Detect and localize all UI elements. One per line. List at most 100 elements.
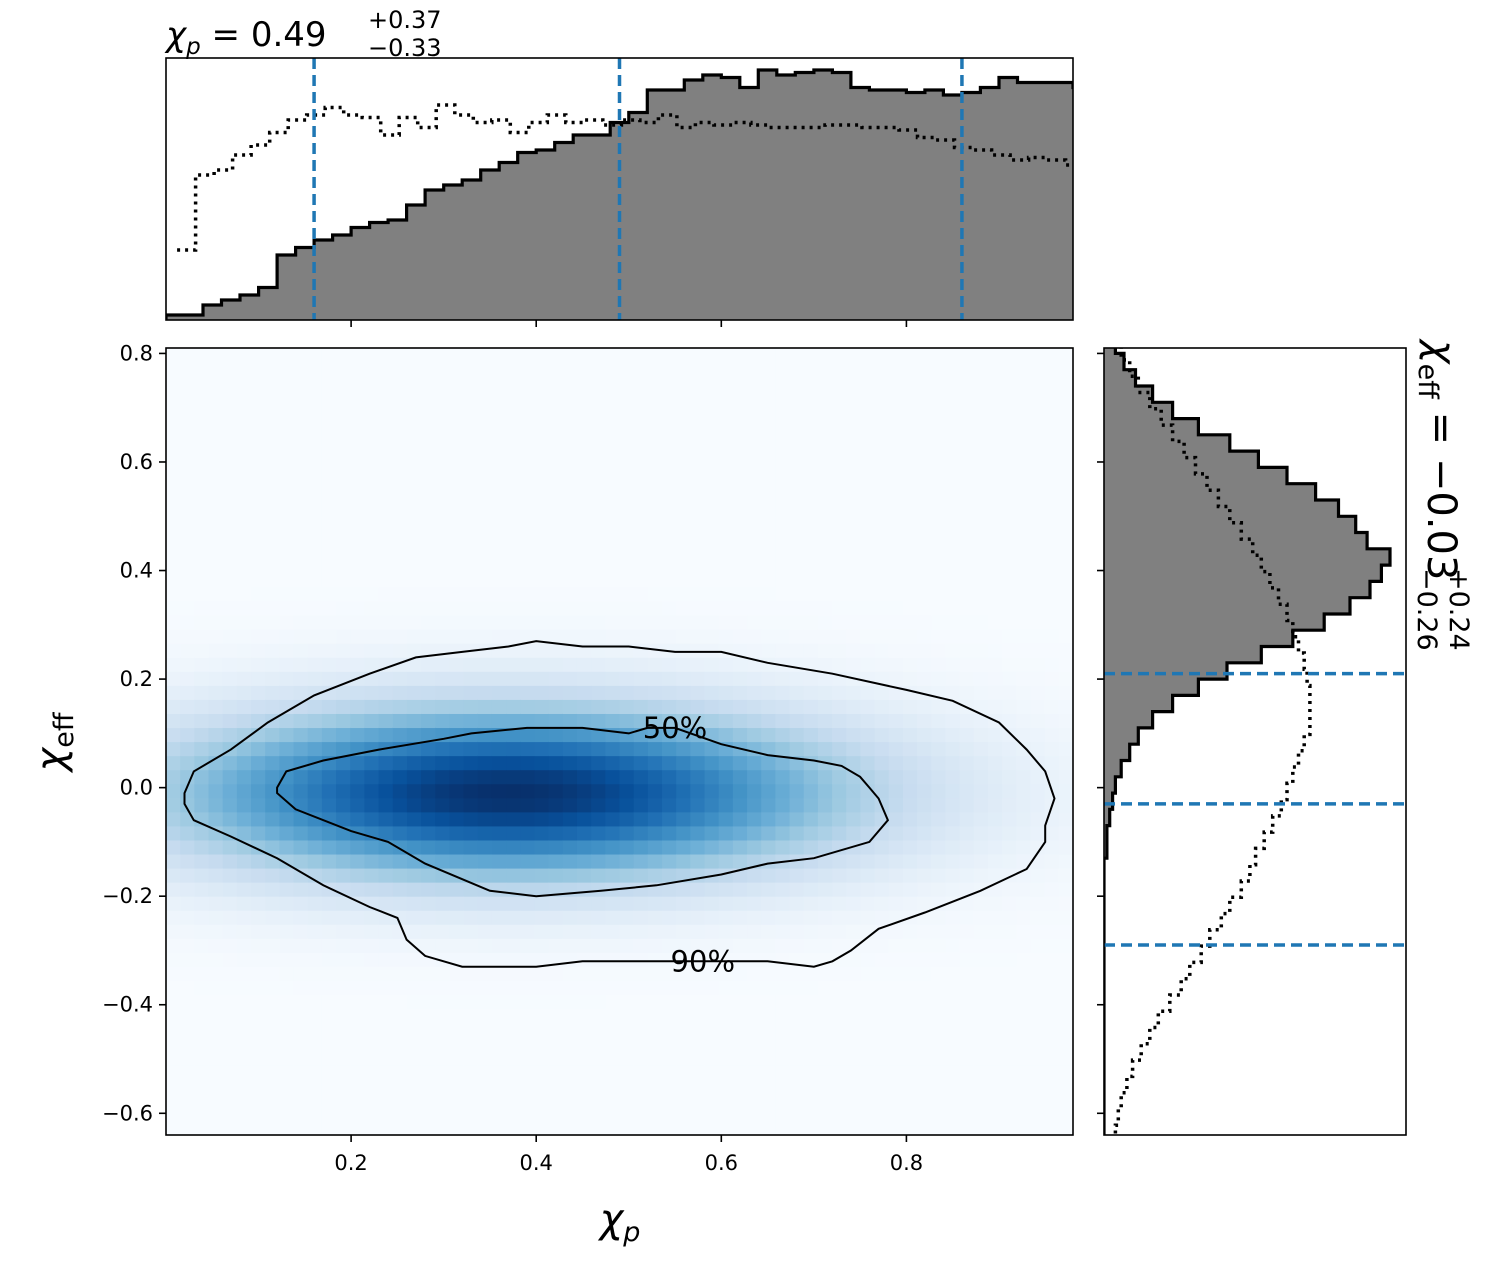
heatmap-cell: [435, 460, 451, 476]
heatmap-cell: [222, 502, 238, 518]
heatmap-cell: [463, 474, 479, 490]
heatmap-cell: [1044, 1008, 1060, 1024]
heatmap-cell: [194, 530, 210, 546]
heatmap-cell: [633, 685, 649, 700]
heatmap-cell: [321, 488, 337, 504]
heatmap-cell: [364, 544, 380, 560]
heatmap-cell: [236, 615, 252, 630]
heatmap-cell: [392, 348, 408, 363]
heatmap-cell: [477, 825, 493, 841]
heatmap-cell: [336, 376, 351, 391]
heatmap-cell: [647, 699, 663, 714]
heatmap-cell: [605, 783, 621, 799]
heatmap-cell: [817, 586, 833, 602]
heatmap-cell: [562, 1036, 578, 1052]
heatmap-cell: [265, 882, 280, 897]
heatmap-cell: [888, 600, 904, 616]
contour-label: 50%: [643, 711, 707, 745]
heatmap-cell: [647, 586, 663, 602]
heatmap-cell: [378, 1022, 394, 1038]
heatmap-cell: [562, 797, 578, 813]
heatmap-cell: [576, 882, 592, 897]
heatmap-cell: [676, 966, 691, 982]
heatmap-cell: [251, 1036, 266, 1052]
heatmap-cell: [605, 530, 621, 546]
heatmap-cell: [307, 600, 323, 616]
heatmap-cell: [633, 769, 649, 785]
heatmap-cell: [987, 910, 1003, 925]
heatmap-cell: [463, 1106, 479, 1122]
heatmap-cell: [449, 825, 465, 841]
heatmap-cell: [279, 516, 295, 532]
heatmap-cell: [491, 1050, 507, 1066]
heatmap-cell: [562, 530, 578, 546]
heatmap-cell: [208, 727, 224, 743]
heatmap-cell: [832, 488, 847, 504]
heatmap-cell: [463, 671, 479, 686]
heatmap-cell: [1030, 896, 1046, 911]
heatmap-cell: [208, 1092, 224, 1108]
heatmap-cell: [647, 910, 663, 925]
heatmap-cell: [874, 530, 890, 546]
heatmap-cell: [222, 488, 238, 504]
heatmap-cell: [222, 516, 238, 532]
heatmap-cell: [917, 853, 932, 869]
heatmap-cell: [1058, 615, 1073, 630]
heatmap-cell: [945, 348, 961, 363]
heatmap-cell: [718, 1064, 734, 1080]
heatmap-cell: [520, 558, 536, 574]
heatmap-cell: [449, 811, 465, 827]
heatmap-cell: [364, 460, 380, 476]
heatmap-cell: [747, 502, 762, 518]
heatmap-cell: [917, 699, 932, 714]
heatmap-cell: [449, 671, 465, 686]
heatmap-cell: [392, 474, 408, 490]
heatmap-cell: [350, 1050, 366, 1066]
heatmap-cell: [279, 1036, 295, 1052]
heatmap-cell: [392, 404, 408, 419]
heatmap-cell: [477, 980, 493, 996]
heatmap-cell: [180, 727, 195, 743]
heatmap-cell: [817, 643, 833, 658]
heatmap-cell: [747, 952, 762, 967]
heatmap-cell: [846, 432, 862, 447]
heatmap-cell: [860, 629, 876, 644]
heatmap-cell: [690, 966, 706, 982]
heatmap-cell: [1016, 910, 1032, 925]
heatmap-cell: [1016, 853, 1032, 869]
heatmap-cell: [449, 474, 465, 490]
heatmap-cell: [1002, 657, 1017, 672]
heatmap-cell: [718, 1022, 734, 1038]
heatmap-cell: [917, 811, 932, 827]
heatmap-cell: [166, 586, 181, 602]
heatmap-cell: [222, 1022, 238, 1038]
heatmap-cell: [166, 685, 181, 700]
heatmap-cell: [817, 474, 833, 490]
heatmap-cell: [293, 572, 309, 588]
heatmap-cell: [761, 502, 776, 518]
heatmap-cell: [761, 853, 776, 869]
heatmap-cell: [860, 1022, 876, 1038]
heatmap-cell: [775, 488, 791, 504]
heatmap-cell: [435, 1092, 451, 1108]
heatmap-cell: [959, 1064, 975, 1080]
heatmap-cell: [761, 839, 776, 855]
heatmap-cell: [534, 1036, 550, 1052]
heatmap-cell: [888, 853, 904, 869]
heatmap-cell: [364, 446, 380, 462]
heatmap-cell: [846, 783, 862, 799]
heatmap-cell: [591, 769, 606, 785]
heatmap-cell: [236, 657, 252, 672]
heatmap-cell: [166, 657, 181, 672]
heatmap-cell: [449, 741, 465, 757]
heatmap-cell: [562, 488, 578, 504]
heatmap-cell: [506, 994, 521, 1010]
heatmap-cell: [548, 1022, 564, 1038]
heatmap-cell: [1030, 1064, 1046, 1080]
heatmap-cell: [406, 685, 422, 700]
heatmap-cell: [180, 1078, 195, 1094]
heatmap-cell: [378, 853, 394, 869]
heatmap-cell: [350, 769, 366, 785]
heatmap-cell: [236, 699, 252, 714]
